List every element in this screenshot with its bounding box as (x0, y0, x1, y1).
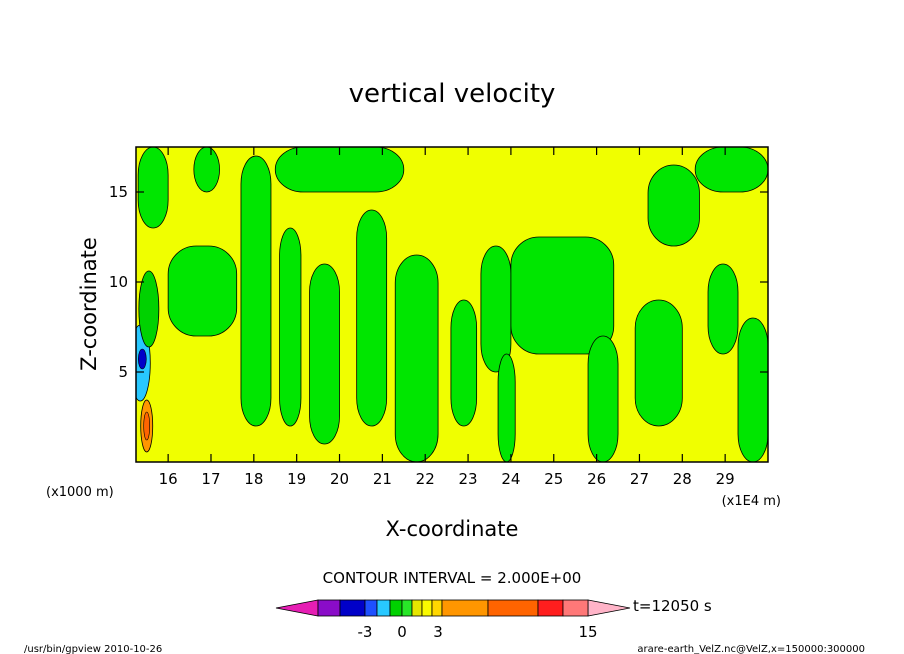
colorbar-segment-3 (376, 599, 391, 617)
green-region-5 (356, 209, 388, 427)
footer-right: arare-earth_VelZ.nc@VelZ,x=150000:300000 (637, 644, 865, 654)
colorbar-segment-8 (431, 599, 443, 617)
x-tick-label-26: 26 (587, 470, 606, 488)
positive-anomaly-core-0 (143, 411, 151, 441)
colorbar: -3 0 3 15 (275, 599, 631, 641)
green-region-18 (274, 147, 405, 193)
green-region-17 (167, 245, 238, 337)
colorbar-right-triangle (587, 599, 631, 617)
colorbar-left-triangle (275, 599, 319, 617)
green-region-15 (707, 263, 739, 355)
green-region-10 (510, 236, 615, 355)
negative-anomaly-1 (138, 270, 160, 348)
green-region-6 (394, 254, 439, 462)
colorbar-segment-0 (317, 599, 341, 617)
negative-anomaly-core-0 (137, 348, 147, 370)
green-region-4 (309, 263, 340, 445)
green-region-13 (647, 164, 700, 247)
x-tick-label-23: 23 (459, 470, 478, 488)
x-tick-label-20: 20 (330, 470, 349, 488)
y-tick-label-15: 15 (109, 183, 128, 201)
footer-left: /usr/bin/gpview 2010-10-26 (24, 644, 162, 654)
x-tick-label-19: 19 (287, 470, 306, 488)
green-region-16 (737, 317, 768, 462)
colorbar-segment-9 (441, 599, 489, 617)
x-tick-label-25: 25 (544, 470, 563, 488)
x-tick-label-29: 29 (716, 470, 735, 488)
colorbar-segment-1 (339, 599, 366, 617)
time-label: t=12050 s (633, 597, 712, 615)
y-axis-label: Z-coordinate (77, 237, 101, 371)
green-region-14 (694, 147, 768, 193)
x-axis-ticks: 16 17 18 19 20 21 22 23 24 25 26 27 28 29 (159, 147, 735, 488)
x-tick-label-21: 21 (373, 470, 392, 488)
x-axis-label: X-coordinate (386, 517, 519, 541)
green-region-11 (587, 335, 619, 462)
green-region-9 (497, 353, 516, 462)
x-tick-label-18: 18 (244, 470, 263, 488)
green-region-7 (450, 299, 478, 427)
chart-title: vertical velocity (349, 79, 556, 109)
x-tick-label-27: 27 (630, 470, 649, 488)
green-region-2 (240, 155, 272, 427)
y-axis-ticks: 5 10 15 (109, 183, 768, 381)
green-region-3 (279, 227, 302, 427)
colorbar-label-3: 15 (578, 623, 597, 641)
plot-area (136, 147, 768, 462)
colorbar-segment-4 (389, 599, 403, 617)
green-region-8 (480, 245, 512, 373)
green-region-12 (634, 299, 683, 427)
green-regions (137, 147, 768, 462)
contour-interval-label: CONTOUR INTERVAL = 2.000E+00 (323, 569, 582, 587)
x-axis-unit: (x1E4 m) (722, 494, 781, 509)
x-tick-label-28: 28 (673, 470, 692, 488)
y-tick-label-10: 10 (109, 273, 128, 291)
colorbar-segment-11 (537, 599, 564, 617)
colorbar-segment-6 (411, 599, 423, 617)
green-region-0 (137, 147, 169, 229)
colorbar-segment-12 (562, 599, 589, 617)
colorbar-segment-2 (364, 599, 378, 617)
x-tick-label-17: 17 (201, 470, 220, 488)
anomaly-regions (136, 270, 160, 453)
colorbar-label-2: 3 (433, 623, 443, 641)
colorbar-segment-10 (487, 599, 539, 617)
colorbar-label-0: -3 (358, 623, 373, 641)
x-tick-label-22: 22 (416, 470, 435, 488)
plot-frame (135, 146, 769, 463)
colorbar-label-1: 0 (397, 623, 407, 641)
x-tick-label-16: 16 (159, 470, 178, 488)
colorbar-segment-5 (401, 599, 413, 617)
colorbar-segment-7 (421, 599, 433, 617)
x-tick-label-24: 24 (501, 470, 520, 488)
green-region-1 (193, 147, 220, 193)
y-axis-unit: (x1000 m) (46, 485, 114, 500)
y-tick-label-5: 5 (118, 363, 128, 381)
